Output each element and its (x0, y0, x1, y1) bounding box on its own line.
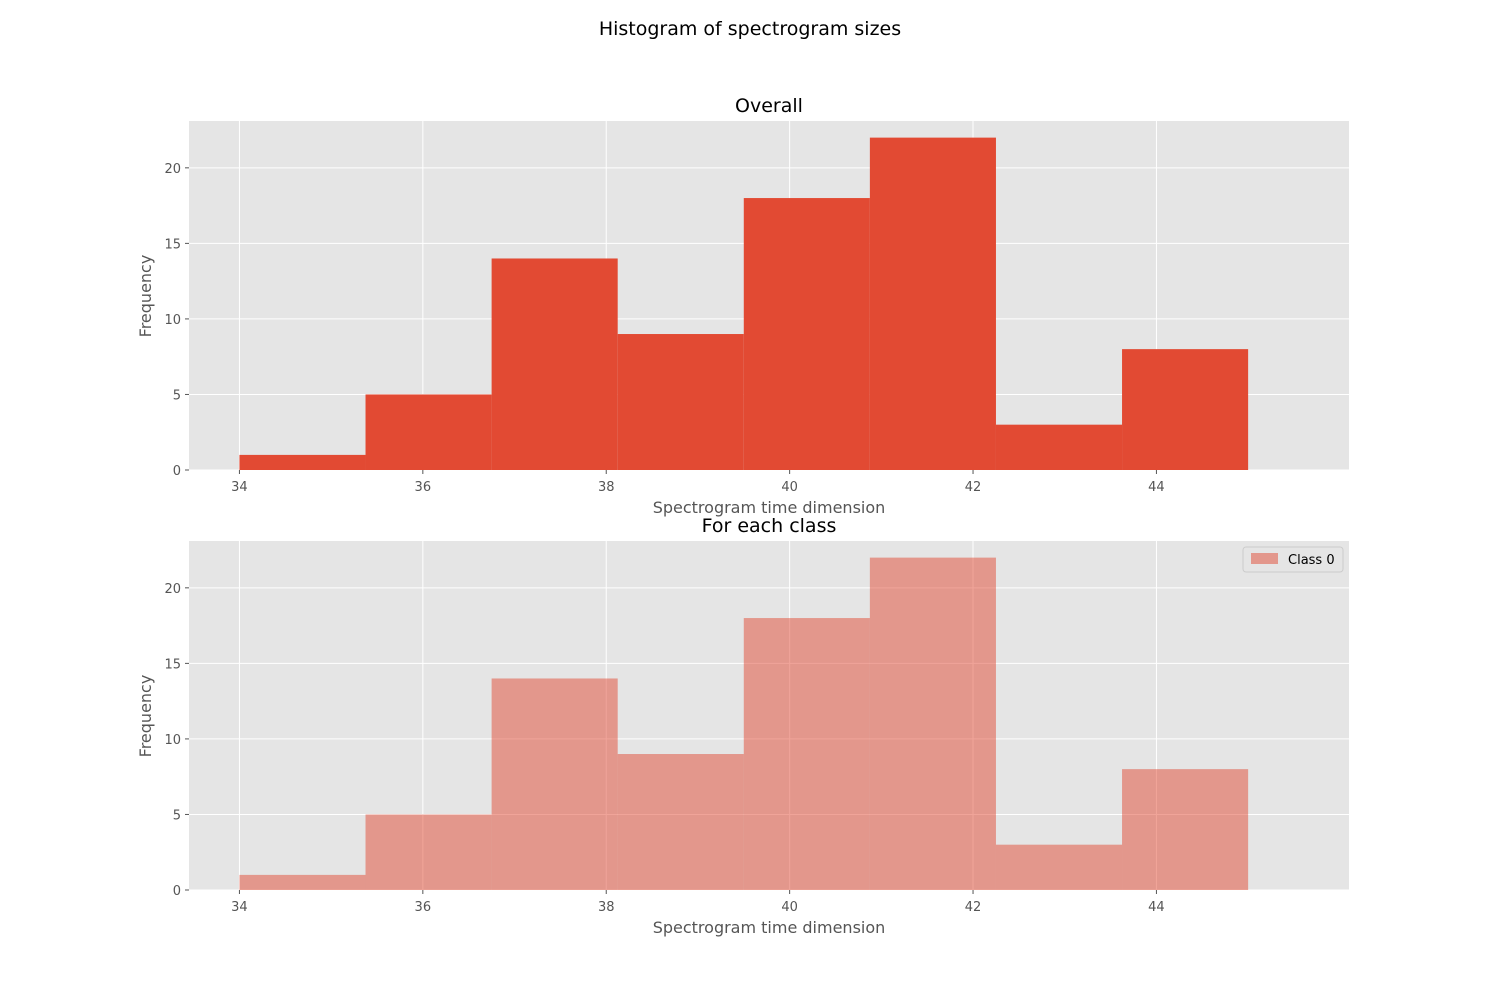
class-histogram: 34 36 38 40 42 44 0 5 10 15 20 For each class Spe… (136, 515, 1349, 937)
histogram-bar (365, 394, 492, 470)
histogram-bar (617, 754, 744, 890)
x-tick-label: 36 (415, 900, 432, 915)
x-tick-label: 42 (965, 480, 982, 495)
legend: Class 0 (1242, 546, 1344, 573)
y-axis-label: Frequency (136, 255, 155, 338)
histogram-bar (491, 678, 618, 890)
subplot-title: For each class (702, 515, 837, 537)
histogram-bar (617, 334, 744, 470)
histogram-bar (995, 424, 1123, 470)
x-tick-label: 44 (1148, 900, 1165, 915)
histogram-bar (869, 137, 996, 470)
legend-label: Class 0 (1288, 553, 1335, 568)
histogram-bar (743, 198, 870, 470)
histogram-bar (869, 557, 996, 890)
y-tick-label: 5 (173, 388, 181, 403)
x-tick-labels: 34 36 38 40 42 44 (231, 470, 1165, 495)
histogram-bar (1122, 349, 1249, 470)
y-tick-label: 0 (173, 884, 181, 899)
x-axis-label: Spectrogram time dimension (653, 498, 886, 517)
histogram-bars (239, 137, 1249, 470)
histogram-bar (365, 814, 492, 890)
y-tick-label: 10 (164, 313, 181, 328)
overall-histogram: 34 36 38 40 42 44 0 5 10 15 20 Overall Spectrogra… (136, 95, 1349, 517)
x-axis-label: Spectrogram time dimension (653, 918, 886, 937)
x-tick-label: 36 (415, 480, 432, 495)
figure-title: Histogram of spectrogram sizes (599, 18, 901, 40)
y-tick-label: 5 (173, 808, 181, 823)
x-tick-label: 44 (1148, 480, 1165, 495)
subplot-title: Overall (735, 95, 803, 117)
y-tick-label: 15 (164, 657, 181, 672)
x-tick-label: 38 (598, 900, 615, 915)
y-tick-label: 0 (173, 464, 181, 479)
y-tick-labels: 0 5 10 15 20 (164, 582, 189, 899)
legend-swatch (1251, 553, 1278, 564)
x-tick-label: 42 (965, 900, 982, 915)
x-tick-label: 34 (231, 900, 248, 915)
x-tick-labels: 34 36 38 40 42 44 (231, 890, 1165, 915)
y-tick-label: 20 (164, 582, 181, 597)
x-tick-label: 40 (781, 900, 798, 915)
histogram-bars (239, 557, 1249, 890)
x-tick-label: 40 (781, 480, 798, 495)
histogram-bar (239, 874, 366, 890)
y-axis-label: Frequency (136, 675, 155, 758)
histogram-bar (239, 454, 366, 470)
histogram-bar (743, 618, 870, 890)
y-tick-labels: 0 5 10 15 20 (164, 162, 189, 479)
histogram-bar (491, 258, 618, 470)
y-tick-label: 10 (164, 733, 181, 748)
histogram-bar (995, 844, 1123, 890)
x-tick-label: 38 (598, 480, 615, 495)
histogram-bar (1122, 769, 1249, 890)
x-tick-label: 34 (231, 480, 248, 495)
y-tick-label: 15 (164, 237, 181, 252)
y-tick-label: 20 (164, 162, 181, 177)
